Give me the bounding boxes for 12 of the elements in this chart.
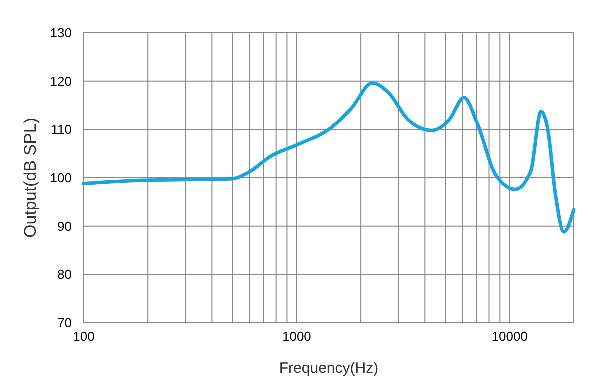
x-tick-label: 100 (73, 329, 95, 344)
x-tick-label: 1000 (282, 329, 312, 344)
y-tick-label: 80 (58, 267, 72, 282)
y-tick-label: 90 (58, 218, 72, 234)
x-axis-title: Frequency(Hz) (279, 360, 379, 377)
y-axis-title: Output(dB SPL) (21, 118, 40, 238)
y-tick-label: 110 (51, 122, 72, 138)
y-tick-label: 70 (58, 316, 72, 330)
y-tick-label: 100 (50, 170, 72, 186)
x-tick-label: 10000 (492, 329, 528, 344)
y-tick-label: 120 (50, 74, 72, 89)
y-tick-label: 130 (50, 26, 72, 40)
